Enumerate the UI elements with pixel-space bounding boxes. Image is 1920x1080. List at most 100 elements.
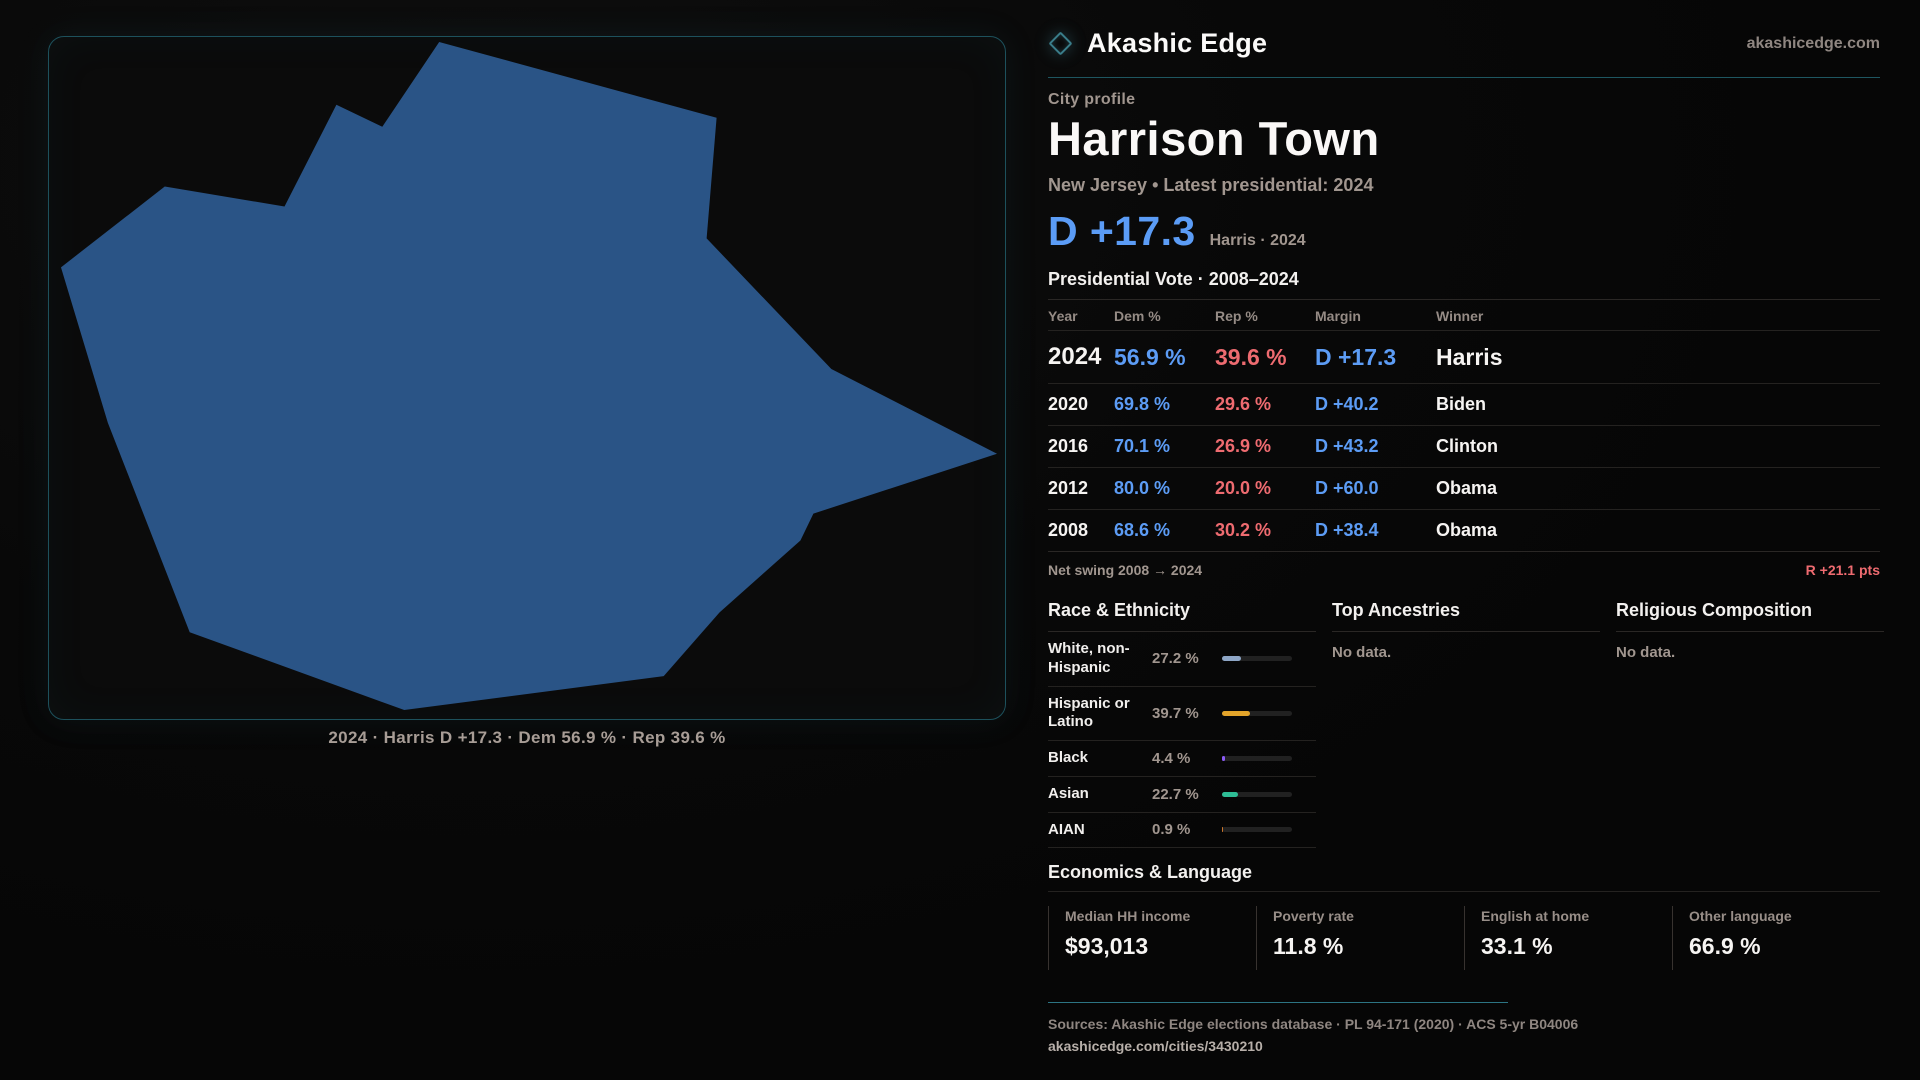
latest-margin: D +17.3 Harris · 2024	[1048, 208, 1880, 255]
permalink[interactable]: akashicedge.com/cities/3430210	[1048, 1038, 1263, 1055]
stat-label: Other language	[1689, 908, 1792, 925]
diamond-logo-icon	[1048, 31, 1073, 56]
winner-cell: Harris	[1436, 343, 1503, 370]
subtitle: New Jersey • Latest presidential: 2024	[1048, 175, 1374, 195]
race-bar	[1222, 755, 1226, 761]
rep-cell: 26.9 %	[1215, 436, 1272, 456]
col-winner: Winner	[1436, 308, 1484, 324]
race-row: Hispanic or Latino 39.7 %	[1048, 687, 1316, 741]
race-label: Hispanic or Latino	[1048, 694, 1130, 731]
city-map	[60, 41, 998, 711]
latest-margin-value: D +17.3	[1048, 208, 1196, 254]
winner-cell: Obama	[1436, 520, 1498, 540]
year-cell: 2020	[1048, 394, 1089, 414]
year-cell: 2012	[1048, 478, 1089, 498]
ancestries-title: Top Ancestries	[1332, 600, 1600, 632]
year-cell: 2008	[1048, 520, 1089, 540]
race-value: 39.7 %	[1152, 704, 1199, 722]
religion-title: Religious Composition	[1616, 600, 1884, 632]
stat-card: English at home 33.1 %	[1464, 906, 1672, 971]
margin-cell: D +43.2	[1315, 436, 1379, 456]
header-divider	[1048, 77, 1880, 78]
margin-cell: D +60.0	[1315, 478, 1379, 498]
city-map-panel	[48, 36, 1006, 720]
dem-cell: 69.8 %	[1114, 394, 1171, 414]
race-row: Black 4.4 %	[1048, 741, 1316, 777]
winner-cell: Obama	[1436, 478, 1498, 498]
race-bar	[1222, 791, 1238, 797]
race-bar-track	[1222, 710, 1292, 716]
race-row: AIAN 0.9 %	[1048, 813, 1316, 849]
rep-cell: 29.6 %	[1215, 394, 1272, 414]
margin-cell: D +38.4	[1315, 520, 1379, 540]
race-bar-track	[1222, 755, 1292, 761]
race-ethnicity-column: Race & Ethnicity White, non-Hispanic 27.…	[1048, 600, 1316, 849]
map-caption: 2024 · Harris D +17.3 · Dem 56.9 % · Rep…	[328, 728, 726, 747]
dem-cell: 70.1 %	[1114, 436, 1171, 456]
footer-divider	[1048, 1002, 1508, 1004]
race-ethnicity-title: Race & Ethnicity	[1048, 600, 1316, 632]
race-label: White, non-Hispanic	[1048, 640, 1130, 676]
table-row: 2008 68.6 % 30.2 % D +38.4 Obama	[1048, 509, 1880, 551]
rep-cell: 39.6 %	[1215, 343, 1287, 370]
demographics-section: Race & Ethnicity White, non-Hispanic 27.…	[1048, 600, 1884, 849]
economics-divider	[1048, 891, 1880, 893]
margin-cell: D +40.2	[1315, 394, 1379, 414]
religion-column: Religious Composition No data.	[1616, 600, 1884, 848]
year-cell: 2016	[1048, 436, 1089, 456]
stat-value: 33.1 %	[1481, 933, 1553, 960]
race-bar-track	[1222, 791, 1292, 797]
year-cell: 2024	[1048, 343, 1102, 370]
net-swing-value: R +21.1 pts	[1805, 562, 1880, 578]
brand-name: Akashic Edge	[1087, 28, 1268, 58]
brand-domain-link[interactable]: akashicedge.com	[1746, 34, 1880, 52]
economics-title: Economics & Language	[1048, 862, 1253, 883]
stat-card: Other language 66.9 %	[1672, 906, 1880, 971]
race-bar-track	[1222, 656, 1292, 662]
table-row: 2016 70.1 % 26.9 % D +43.2 Clinton	[1048, 425, 1880, 467]
election-table-title: Presidential Vote · 2008–2024	[1048, 269, 1299, 289]
ancestries-column: Top Ancestries No data.	[1332, 600, 1600, 848]
table-row: 2024 56.9 % 39.6 % D +17.3 Harris	[1048, 330, 1880, 383]
rep-cell: 20.0 %	[1215, 478, 1272, 498]
race-bar	[1222, 710, 1250, 716]
header: Akashic Edge akashicedge.com	[1048, 28, 1880, 59]
religion-empty: No data.	[1616, 644, 1676, 661]
stat-value: 11.8 %	[1273, 933, 1344, 960]
dem-cell: 80.0 %	[1114, 478, 1171, 498]
race-bar-track	[1222, 827, 1292, 833]
race-value: 22.7 %	[1152, 785, 1199, 803]
race-value: 27.2 %	[1152, 650, 1199, 668]
profile-column: Akashic Edge akashicedge.com City profil…	[1048, 0, 1884, 1055]
col-dem: Dem %	[1114, 308, 1161, 324]
race-row: Asian 22.7 %	[1048, 777, 1316, 813]
table-header-row: Year Dem % Rep % Margin Winner	[1048, 299, 1880, 330]
dem-cell: 68.6 %	[1114, 520, 1171, 540]
net-swing-label: Net swing 2008 → 2024	[1048, 562, 1203, 578]
race-row: White, non-Hispanic 27.2 %	[1048, 632, 1316, 687]
stat-value: 66.9 %	[1689, 933, 1761, 960]
net-swing-row: Net swing 2008 → 2024 R +21.1 pts	[1048, 551, 1880, 578]
economics-stats: Median HH income $93,013 Poverty rate 11…	[1048, 906, 1880, 971]
race-bar	[1222, 656, 1242, 662]
rep-cell: 30.2 %	[1215, 520, 1272, 540]
col-margin: Margin	[1315, 308, 1361, 324]
col-rep: Rep %	[1215, 308, 1258, 324]
race-value: 4.4 %	[1152, 749, 1191, 767]
ancestries-empty: No data.	[1332, 644, 1392, 661]
race-label: Asian	[1048, 784, 1089, 802]
stat-card: Poverty rate 11.8 %	[1256, 906, 1464, 971]
page-title: Harrison Town	[1048, 112, 1380, 165]
stat-label: English at home	[1481, 908, 1590, 925]
latest-margin-context: Harris · 2024	[1209, 232, 1306, 249]
winner-cell: Clinton	[1436, 436, 1498, 456]
city-boundary-shape	[60, 41, 998, 711]
table-row: 2012 80.0 % 20.0 % D +60.0 Obama	[1048, 467, 1880, 509]
stat-label: Median HH income	[1065, 908, 1191, 925]
stat-label: Poverty rate	[1273, 908, 1354, 925]
stat-card: Median HH income $93,013	[1048, 906, 1256, 971]
table-row: 2020 69.8 % 29.6 % D +40.2 Biden	[1048, 383, 1880, 425]
dem-cell: 56.9 %	[1114, 343, 1186, 370]
sources-text: Sources: Akashic Edge elections database…	[1048, 1016, 1579, 1033]
